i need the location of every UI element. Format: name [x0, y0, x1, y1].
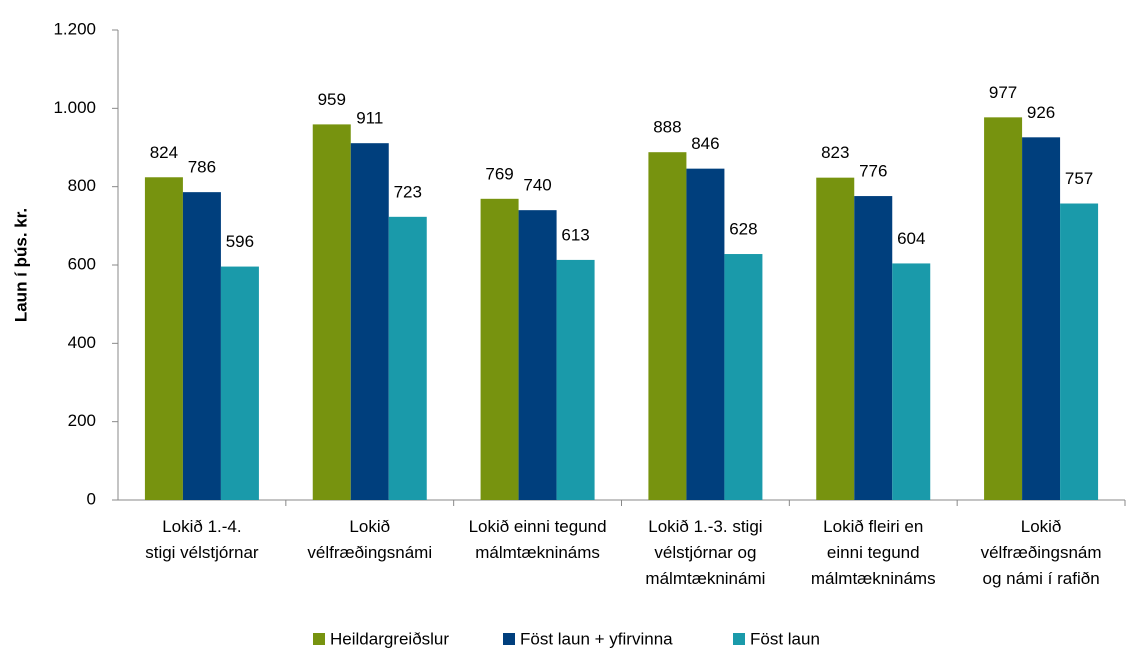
- bar: [854, 196, 893, 501]
- y-tick-label: 1.000: [53, 98, 96, 117]
- x-tick-line: einni tegund: [827, 543, 920, 562]
- x-tick-label: Lokið einni tegund málmtæknináms: [469, 517, 607, 562]
- legend-label: Föst laun: [750, 629, 820, 648]
- value-label: 911: [356, 109, 383, 128]
- x-tick-line: málmtæknináms: [811, 569, 936, 588]
- x-tick-line: málmtækninámi: [645, 569, 765, 588]
- y-tick-label: 600: [68, 254, 96, 273]
- value-label: 740: [523, 176, 551, 195]
- x-tick-line: vélfræðingsnám: [981, 543, 1102, 562]
- legend-label: Heildargreiðslur: [330, 629, 449, 648]
- bar: [816, 177, 855, 501]
- value-label: 757: [1065, 169, 1093, 188]
- x-tick-line: vélfræðingsnámi: [307, 543, 432, 562]
- x-tick-line: Lokið 1.-4.: [162, 517, 241, 536]
- value-label: 769: [485, 164, 513, 183]
- legend-swatch: [313, 633, 325, 645]
- bar: [312, 124, 351, 501]
- value-label: 824: [150, 143, 178, 162]
- x-tick-label: Lokið vélfræðingsnámi: [307, 517, 432, 562]
- y-tick-label: 200: [68, 411, 96, 430]
- value-label: 977: [989, 83, 1017, 102]
- bar: [1060, 203, 1099, 500]
- bar: [556, 259, 595, 500]
- bar: [350, 143, 389, 501]
- x-tick-line: vélstjórnar og: [654, 543, 756, 562]
- bar: [144, 177, 183, 500]
- y-tick-label: 800: [68, 176, 96, 195]
- x-tick-line: Lokið 1.-3. stigi: [648, 517, 762, 536]
- y-axis-label: Laun í þús. kr.: [11, 208, 30, 322]
- bar: [388, 216, 427, 500]
- legend-swatch: [733, 633, 745, 645]
- bar: [892, 263, 931, 500]
- bar: [724, 254, 763, 500]
- value-label: 786: [188, 158, 216, 177]
- x-tick-label: Lokið vélfræðingsnám og námi í rafiðn: [981, 517, 1102, 588]
- legend-label: Föst laun + yfirvinna: [520, 629, 673, 648]
- value-label: 926: [1027, 103, 1055, 122]
- x-tick-line: málmtæknináms: [475, 543, 600, 562]
- x-tick-label: Lokið fleiri en einni tegund málmtæknináms: [811, 517, 936, 588]
- x-tick-label: Lokið 1.-4. stigi vélstjórnar: [145, 517, 259, 562]
- value-label: 776: [859, 162, 887, 181]
- x-tick-line: Lokið: [349, 517, 390, 536]
- bar: [220, 266, 259, 500]
- bar: [480, 198, 519, 500]
- value-label: 959: [318, 90, 346, 109]
- y-tick-label: 400: [68, 333, 96, 352]
- value-label: 823: [821, 143, 849, 162]
- value-label: 846: [691, 134, 719, 153]
- x-tick-line: Lokið einni tegund: [469, 517, 607, 536]
- x-tick-line: Lokið: [1021, 517, 1062, 536]
- y-tick-label: 0: [87, 489, 96, 508]
- legend-swatch: [503, 633, 515, 645]
- value-label: 628: [729, 220, 757, 239]
- value-label: 604: [897, 229, 925, 248]
- value-label: 888: [653, 118, 681, 137]
- bar: [648, 152, 687, 500]
- y-tick-label: 1.200: [53, 19, 96, 38]
- x-tick-line: og námi í rafiðn: [982, 569, 1099, 588]
- bar: [984, 117, 1023, 500]
- bar: [686, 168, 725, 500]
- value-label: 723: [394, 182, 422, 201]
- x-tick-line: stigi vélstjórnar: [145, 543, 259, 562]
- bar: [518, 210, 557, 500]
- bar: [1022, 137, 1061, 501]
- value-label: 596: [226, 232, 254, 251]
- x-tick-line: Lokið fleiri en: [823, 517, 923, 536]
- value-label: 613: [561, 225, 589, 244]
- x-tick-label: Lokið 1.-3. stigi vélstjórnar og málmtækni…: [645, 517, 765, 588]
- bar: [182, 192, 221, 500]
